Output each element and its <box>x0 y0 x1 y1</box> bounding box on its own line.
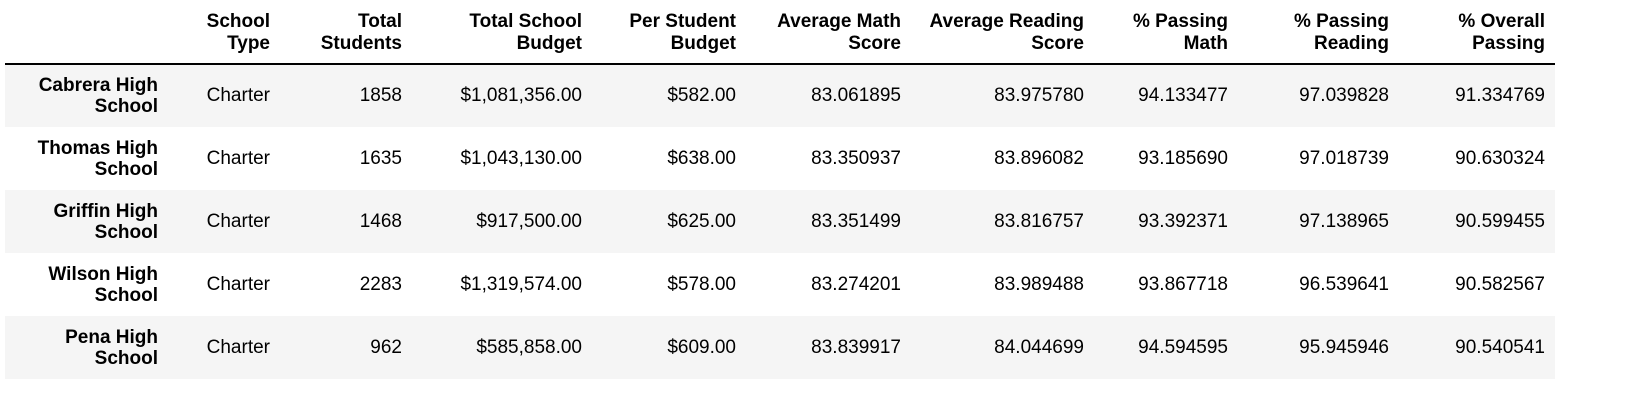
cell-school-type: Charter <box>206 210 270 232</box>
header-row: School Type Total Students Total School … <box>5 0 1555 65</box>
table-row: Thomas High School Charter 1635 $1,043,1… <box>5 127 1555 190</box>
cell-percent-passing-reading: 96.539641 <box>1299 273 1389 295</box>
cell-percent-passing-reading: 97.018739 <box>1299 147 1389 169</box>
cell-percent-overall-passing: 90.582567 <box>1455 273 1545 295</box>
cell-percent-overall-passing: 90.540541 <box>1455 336 1545 358</box>
row-index-label: Thomas High School <box>37 137 158 180</box>
row-index-label: Griffin High School <box>53 200 158 243</box>
cell-percent-passing-math: 93.185690 <box>1138 147 1228 169</box>
cell-total-students: 1635 <box>359 147 402 169</box>
table-header: School Type Total Students Total School … <box>5 0 1555 65</box>
cell-total-students: 962 <box>370 336 402 358</box>
cell-average-math-score: 83.350937 <box>811 147 901 169</box>
cell-total-school-budget: $1,043,130.00 <box>460 147 582 169</box>
cell-per-student-budget: $609.00 <box>667 336 736 358</box>
column-header-percent-passing-math: % Passing Math <box>1094 0 1238 65</box>
cell-school-type: Charter <box>206 336 270 358</box>
cell-percent-passing-reading: 97.138965 <box>1299 210 1389 232</box>
cell-percent-passing-math: 93.392371 <box>1138 210 1228 232</box>
cell-average-math-score: 83.839917 <box>811 336 901 358</box>
cell-per-student-budget: $625.00 <box>667 210 736 232</box>
cell-average-reading-score: 84.044699 <box>994 336 1084 358</box>
cell-total-school-budget: $917,500.00 <box>476 210 582 232</box>
cell-average-math-score: 83.274201 <box>811 273 901 295</box>
row-index-label: Wilson High School <box>48 263 158 306</box>
cell-total-school-budget: $585,858.00 <box>476 336 582 358</box>
row-index-label: Cabrera High School <box>38 75 158 117</box>
cell-average-reading-score: 83.975780 <box>994 85 1084 106</box>
column-header-percent-passing-reading: % Passing Reading <box>1238 0 1399 65</box>
cell-percent-passing-math: 94.594595 <box>1138 336 1228 358</box>
column-header-percent-overall-passing: % Overall Passing <box>1399 0 1555 65</box>
cell-school-type: Charter <box>206 273 270 295</box>
cell-total-school-budget: $1,081,356.00 <box>460 85 582 106</box>
school-summary-table: School Type Total Students Total School … <box>5 0 1555 379</box>
cell-average-reading-score: 83.896082 <box>994 147 1084 169</box>
cell-per-student-budget: $578.00 <box>667 273 736 295</box>
column-header-total-school-budget: Total School Budget <box>412 0 592 65</box>
cell-average-math-score: 83.351499 <box>811 210 901 232</box>
table-row: Cabrera High School Charter 1858 $1,081,… <box>5 64 1555 127</box>
cell-percent-overall-passing: 90.599455 <box>1455 210 1545 232</box>
table-row: Griffin High School Charter 1468 $917,50… <box>5 190 1555 253</box>
cell-percent-overall-passing: 91.334769 <box>1455 85 1545 106</box>
cell-average-math-score: 83.061895 <box>811 85 901 106</box>
cell-total-students: 1468 <box>359 210 402 232</box>
cell-percent-passing-reading: 97.039828 <box>1299 85 1389 106</box>
cell-total-students: 1858 <box>359 85 402 106</box>
cell-percent-passing-reading: 95.945946 <box>1299 336 1389 358</box>
cell-per-student-budget: $638.00 <box>667 147 736 169</box>
column-header-school-type: School Type <box>168 0 280 65</box>
table-body: Cabrera High School Charter 1858 $1,081,… <box>5 64 1555 379</box>
cell-percent-passing-math: 94.133477 <box>1138 85 1228 106</box>
column-header-average-math-score: Average Math Score <box>746 0 911 65</box>
cell-average-reading-score: 83.989488 <box>994 273 1084 295</box>
index-header <box>5 0 168 65</box>
cell-school-type: Charter <box>206 85 270 106</box>
row-index-label: Pena High School <box>65 326 158 369</box>
cell-average-reading-score: 83.816757 <box>994 210 1084 232</box>
cell-total-school-budget: $1,319,574.00 <box>460 273 582 295</box>
column-header-total-students: Total Students <box>280 0 412 65</box>
cell-school-type: Charter <box>206 147 270 169</box>
cell-total-students: 2283 <box>359 273 402 295</box>
dataframe-output: School Type Total Students Total School … <box>5 0 1555 379</box>
cell-percent-overall-passing: 90.630324 <box>1455 147 1545 169</box>
cell-per-student-budget: $582.00 <box>667 85 736 106</box>
column-header-average-reading-score: Average Reading Score <box>911 0 1094 65</box>
table-row: Wilson High School Charter 2283 $1,319,5… <box>5 253 1555 316</box>
table-row: Pena High School Charter 962 $585,858.00… <box>5 316 1555 379</box>
column-header-per-student-budget: Per Student Budget <box>592 0 746 65</box>
cell-percent-passing-math: 93.867718 <box>1138 273 1228 295</box>
